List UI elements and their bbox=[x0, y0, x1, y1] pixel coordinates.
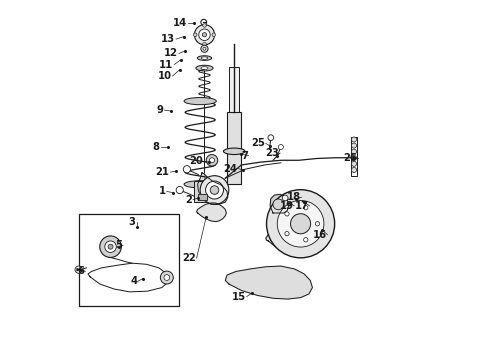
Circle shape bbox=[201, 19, 207, 25]
Circle shape bbox=[351, 161, 357, 166]
Text: 20: 20 bbox=[189, 156, 203, 166]
Circle shape bbox=[291, 214, 311, 234]
Text: 18: 18 bbox=[287, 192, 300, 202]
Circle shape bbox=[351, 143, 357, 148]
Ellipse shape bbox=[201, 67, 208, 69]
Circle shape bbox=[203, 47, 206, 50]
Text: 23: 23 bbox=[265, 148, 279, 158]
Circle shape bbox=[304, 206, 308, 210]
Text: 19: 19 bbox=[279, 201, 294, 211]
Text: 14: 14 bbox=[172, 18, 187, 28]
Text: 9: 9 bbox=[156, 105, 163, 115]
Circle shape bbox=[205, 181, 223, 199]
Circle shape bbox=[176, 186, 183, 194]
Circle shape bbox=[304, 238, 308, 242]
Text: 25: 25 bbox=[251, 139, 265, 148]
Circle shape bbox=[212, 33, 216, 37]
Text: 2: 2 bbox=[185, 195, 192, 205]
Circle shape bbox=[199, 29, 210, 41]
Bar bbox=[351, 137, 357, 176]
Circle shape bbox=[282, 195, 288, 201]
Circle shape bbox=[273, 199, 284, 210]
Circle shape bbox=[202, 33, 207, 37]
Circle shape bbox=[206, 154, 218, 166]
Circle shape bbox=[195, 25, 215, 45]
Circle shape bbox=[268, 135, 274, 140]
Circle shape bbox=[285, 212, 289, 216]
Text: 5: 5 bbox=[115, 240, 122, 250]
Circle shape bbox=[105, 241, 116, 252]
Ellipse shape bbox=[197, 56, 212, 60]
Circle shape bbox=[267, 190, 335, 258]
Polygon shape bbox=[266, 226, 307, 253]
Circle shape bbox=[75, 266, 82, 273]
Polygon shape bbox=[196, 203, 226, 222]
Circle shape bbox=[351, 167, 357, 172]
Text: 1: 1 bbox=[159, 186, 166, 197]
Text: 3: 3 bbox=[129, 217, 136, 227]
Text: 24: 24 bbox=[223, 163, 237, 174]
Text: 16: 16 bbox=[313, 230, 327, 239]
Text: 17: 17 bbox=[295, 201, 309, 211]
Circle shape bbox=[210, 186, 219, 194]
Circle shape bbox=[351, 137, 357, 142]
Text: 8: 8 bbox=[153, 142, 160, 152]
Text: 21: 21 bbox=[156, 167, 170, 177]
Text: 13: 13 bbox=[161, 34, 175, 44]
Circle shape bbox=[108, 244, 113, 249]
Polygon shape bbox=[88, 263, 169, 292]
Polygon shape bbox=[270, 194, 289, 213]
Ellipse shape bbox=[201, 57, 208, 59]
Circle shape bbox=[194, 33, 197, 37]
Circle shape bbox=[100, 236, 122, 257]
Polygon shape bbox=[197, 194, 207, 200]
Bar bbox=[79, 214, 179, 306]
Ellipse shape bbox=[223, 148, 245, 154]
Circle shape bbox=[278, 144, 283, 149]
Text: 12: 12 bbox=[164, 48, 178, 58]
Polygon shape bbox=[197, 173, 228, 204]
Text: 22: 22 bbox=[182, 253, 196, 263]
Text: 15: 15 bbox=[232, 292, 245, 302]
Bar bbox=[227, 112, 242, 184]
Circle shape bbox=[203, 24, 206, 27]
Text: 4: 4 bbox=[130, 276, 137, 286]
Ellipse shape bbox=[196, 65, 213, 71]
Circle shape bbox=[183, 166, 191, 173]
Circle shape bbox=[210, 158, 215, 163]
Ellipse shape bbox=[184, 181, 216, 188]
Text: 26: 26 bbox=[343, 153, 357, 163]
Polygon shape bbox=[225, 266, 313, 299]
Circle shape bbox=[351, 149, 357, 154]
Bar bbox=[194, 181, 207, 202]
Circle shape bbox=[160, 271, 173, 284]
Circle shape bbox=[285, 231, 289, 236]
Circle shape bbox=[164, 275, 170, 280]
Circle shape bbox=[203, 42, 206, 46]
Bar bbox=[229, 67, 239, 130]
Circle shape bbox=[200, 176, 229, 204]
Ellipse shape bbox=[184, 98, 216, 105]
Circle shape bbox=[351, 155, 357, 160]
Circle shape bbox=[201, 45, 208, 52]
Text: 6: 6 bbox=[77, 266, 84, 276]
Circle shape bbox=[277, 201, 324, 247]
Text: 10: 10 bbox=[157, 71, 171, 81]
Circle shape bbox=[315, 222, 319, 226]
Text: 11: 11 bbox=[159, 59, 173, 69]
Text: 7: 7 bbox=[241, 150, 248, 161]
